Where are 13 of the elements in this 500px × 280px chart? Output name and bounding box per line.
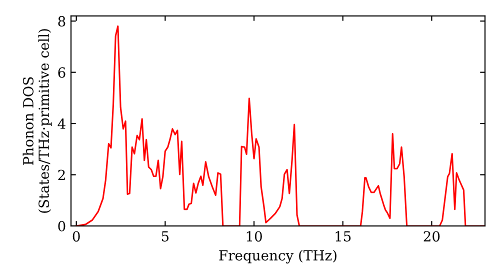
y-tick-label: 8 <box>58 16 66 27</box>
x-tick-label: 10 <box>246 231 262 242</box>
y-tick-label: 4 <box>58 118 66 129</box>
y-tick-label: 0 <box>58 220 66 232</box>
x-tick-label: 15 <box>336 231 351 242</box>
y-tick-label: 2 <box>58 170 65 180</box>
y-axis-title: Phonon DOS (States/THz·primitive cell) <box>22 29 52 213</box>
x-tick-label: 0 <box>72 231 80 242</box>
x-tick-label: 5 <box>162 231 169 242</box>
line-series <box>76 25 485 226</box>
x-tick-label: 20 <box>424 231 440 242</box>
y-tick-label: 6 <box>58 67 66 78</box>
x-axis-title: Frequency (THz) <box>219 250 336 264</box>
